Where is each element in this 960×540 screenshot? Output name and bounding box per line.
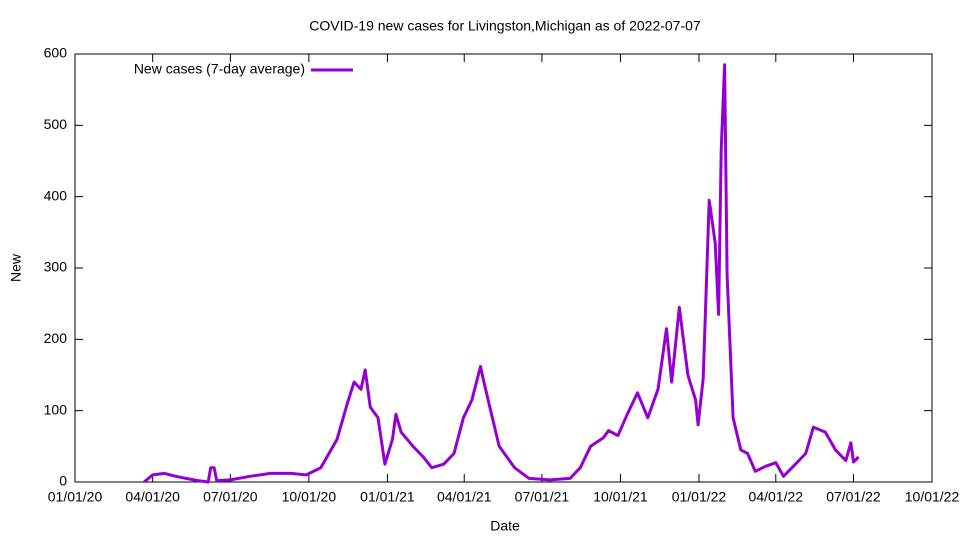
x-tick-label: 01/01/22 bbox=[672, 489, 727, 505]
y-axis-label: New bbox=[8, 253, 24, 282]
x-tick-label: 10/01/20 bbox=[282, 489, 337, 505]
y-tick-label: 500 bbox=[44, 116, 68, 132]
series-line bbox=[143, 63, 860, 484]
y-tick-label: 300 bbox=[44, 259, 68, 275]
x-tick-label: 04/01/21 bbox=[437, 489, 492, 505]
chart-title: COVID-19 new cases for Livingston,Michig… bbox=[309, 18, 701, 34]
legend-label: New cases (7-day average) bbox=[134, 61, 305, 77]
x-axis-label: Date bbox=[490, 518, 520, 534]
x-tick-label: 04/01/20 bbox=[125, 489, 180, 505]
x-tick-label: 07/01/20 bbox=[203, 489, 258, 505]
x-tick-label: 07/01/22 bbox=[826, 489, 881, 505]
x-tick-label: 01/01/20 bbox=[48, 489, 103, 505]
x-tick-label: 01/01/21 bbox=[360, 489, 415, 505]
y-tick-label: 400 bbox=[44, 187, 68, 203]
x-tick-label: 04/01/22 bbox=[749, 489, 804, 505]
x-tick-label: 10/01/22 bbox=[905, 489, 960, 505]
plot-frame bbox=[74, 53, 933, 483]
x-tick-label: 10/01/21 bbox=[593, 489, 648, 505]
x-tick-label: 07/01/21 bbox=[515, 489, 570, 505]
y-tick-label: 100 bbox=[44, 401, 68, 417]
y-tick-label: 200 bbox=[44, 330, 68, 346]
y-tick-label: 600 bbox=[44, 45, 68, 61]
y-tick-label: 0 bbox=[59, 473, 67, 489]
